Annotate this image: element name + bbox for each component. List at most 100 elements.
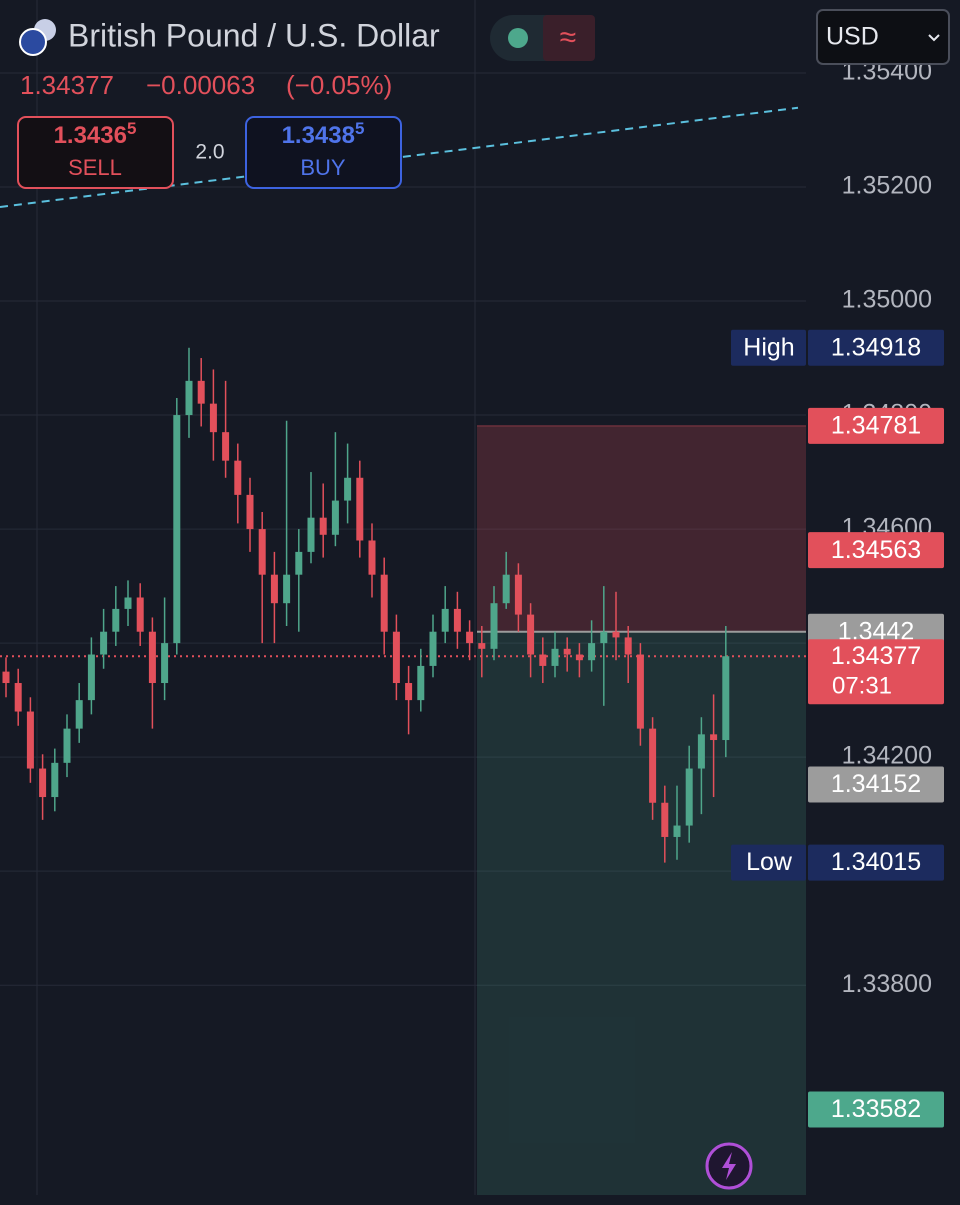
candle-body bbox=[527, 614, 535, 655]
candle-body bbox=[100, 631, 108, 655]
price-badge-label: 1.34918 bbox=[831, 333, 921, 361]
candle-body bbox=[51, 762, 59, 798]
last-price: 1.34377 bbox=[20, 70, 114, 100]
candle-body bbox=[185, 380, 193, 416]
flash-button[interactable] bbox=[705, 1142, 753, 1190]
candle-body bbox=[344, 477, 352, 501]
flag-uk bbox=[19, 28, 47, 56]
candle-body bbox=[75, 700, 83, 729]
candle-body bbox=[441, 608, 449, 632]
candle-body bbox=[453, 608, 461, 632]
candle-body bbox=[173, 415, 181, 644]
buy-price: 1.34385 bbox=[282, 119, 365, 149]
price-badge-label: 1.33582 bbox=[831, 1095, 921, 1123]
candle-body bbox=[466, 631, 474, 644]
price-badge-tag-label: High bbox=[743, 333, 794, 361]
candle-body bbox=[697, 734, 705, 769]
candle-body bbox=[575, 654, 583, 661]
candle-body bbox=[356, 477, 364, 541]
y-tick-label: 1.34200 bbox=[842, 742, 932, 770]
candle-body bbox=[514, 574, 522, 615]
candle-body bbox=[539, 654, 547, 666]
candle-body bbox=[368, 540, 376, 575]
price-change: −0.00063 bbox=[146, 70, 255, 100]
flash-icon bbox=[722, 1152, 736, 1180]
price-badge bbox=[808, 407, 944, 444]
candle-body bbox=[502, 574, 510, 604]
candle-body bbox=[551, 648, 559, 666]
status-glyph: ≈ bbox=[560, 21, 576, 54]
candle-body bbox=[87, 654, 95, 701]
sell-button[interactable] bbox=[17, 116, 174, 189]
candle-body bbox=[331, 500, 339, 535]
candle-body bbox=[197, 380, 205, 404]
sell-price-main: 1.3436 bbox=[54, 122, 127, 149]
price-badge bbox=[808, 844, 944, 881]
candle-body bbox=[710, 734, 718, 741]
candle-body bbox=[63, 728, 71, 763]
candle-body bbox=[661, 802, 669, 837]
candle-body bbox=[26, 711, 34, 769]
price-badge-tag bbox=[731, 329, 806, 366]
last-price-badge-label: 1.34377 bbox=[831, 642, 921, 670]
candle-body bbox=[722, 656, 730, 741]
candle-body bbox=[14, 683, 22, 712]
price-badge bbox=[808, 766, 944, 803]
candle-body bbox=[429, 631, 437, 666]
candle-body bbox=[258, 529, 266, 575]
currency-select[interactable] bbox=[816, 9, 950, 65]
candle-body bbox=[563, 648, 571, 655]
last-price-badge bbox=[808, 639, 944, 705]
candle-body bbox=[124, 597, 132, 609]
candle-body bbox=[283, 574, 291, 604]
y-tick-label: 1.35200 bbox=[842, 172, 932, 200]
candle-body bbox=[685, 768, 693, 826]
candle-body bbox=[222, 432, 230, 461]
y-tick-label: 1.33800 bbox=[842, 970, 932, 998]
candle-body bbox=[673, 825, 681, 837]
spread: 2.0 bbox=[195, 141, 224, 164]
candle-body bbox=[649, 728, 657, 803]
header: British Pound / U.S. Dollar ≈ 1.34377 −0… bbox=[17, 9, 950, 189]
y-tick-label: 1.35000 bbox=[842, 286, 932, 314]
price-badge-label: 1.34563 bbox=[831, 536, 921, 564]
price-badge bbox=[808, 1091, 944, 1128]
buy-button[interactable] bbox=[245, 116, 402, 189]
candle-body bbox=[405, 683, 413, 701]
stop-zone bbox=[477, 425, 806, 632]
price-change-pct: (−0.05%) bbox=[286, 70, 392, 100]
candle-body bbox=[136, 597, 144, 632]
candle-body bbox=[209, 403, 217, 433]
price-badge-label: 1.34781 bbox=[831, 411, 921, 439]
candle-body bbox=[624, 637, 632, 655]
candle-body bbox=[490, 603, 498, 649]
sell-label: SELL bbox=[68, 155, 122, 180]
candle-body bbox=[161, 643, 169, 684]
price-badge bbox=[808, 329, 944, 366]
candle-body bbox=[112, 608, 120, 632]
candle-body bbox=[246, 494, 254, 530]
price-badge-label: 1.34152 bbox=[831, 770, 921, 798]
status-icon[interactable] bbox=[543, 15, 595, 61]
candle-body bbox=[600, 631, 608, 644]
currency-label: USD bbox=[826, 23, 879, 51]
buy-price-main: 1.3438 bbox=[282, 122, 355, 149]
candle-body bbox=[380, 574, 388, 632]
candle-body bbox=[234, 460, 242, 495]
price-badge-tag-label: Low bbox=[746, 848, 793, 876]
price-badge bbox=[808, 532, 944, 569]
candle-body bbox=[478, 643, 486, 649]
candle-body bbox=[148, 631, 156, 684]
candle-body bbox=[612, 631, 620, 638]
sell-price: 1.34365 bbox=[54, 119, 137, 149]
candle-body bbox=[392, 631, 400, 684]
candle-body bbox=[270, 574, 278, 604]
sell-price-pip: 5 bbox=[127, 119, 136, 138]
countdown: 07:31 bbox=[832, 673, 892, 700]
buy-price-pip: 5 bbox=[355, 119, 364, 138]
candle-body bbox=[636, 654, 644, 729]
candle-body bbox=[307, 517, 315, 552]
